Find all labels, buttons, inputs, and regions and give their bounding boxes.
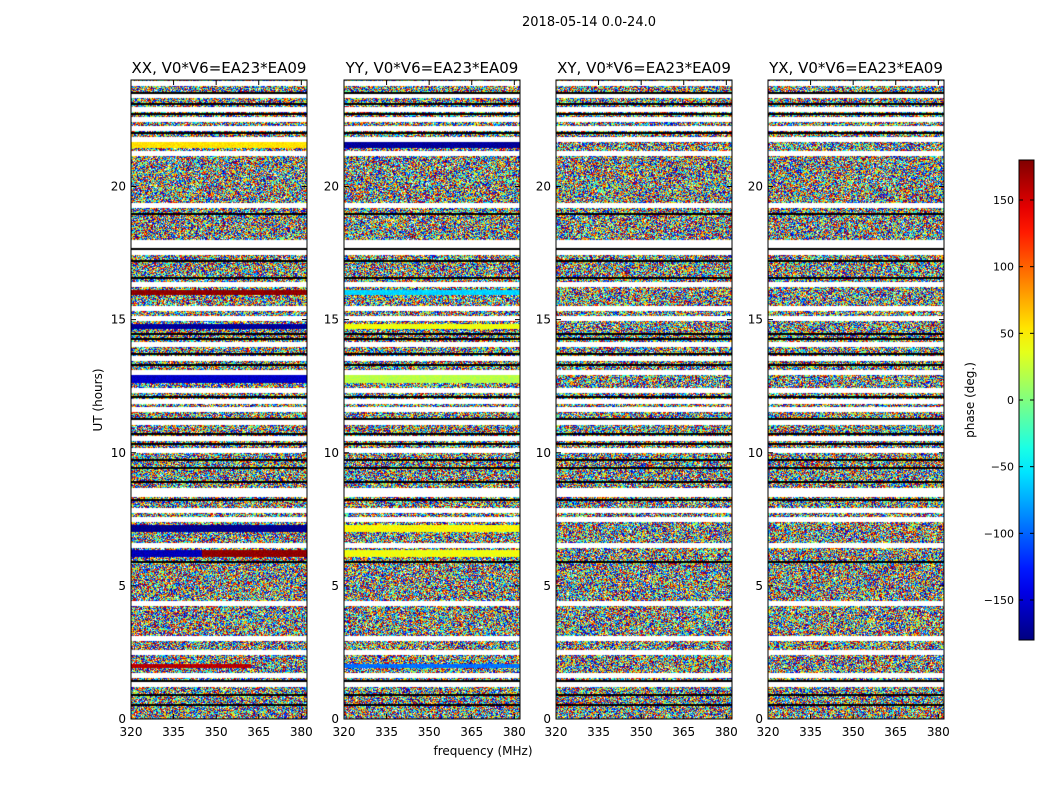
panels-group: XX, V0*V6=EA23*EA09 320 335 350 365 380 0 5 10 15… (111, 59, 950, 739)
y-tick-label: 0 (118, 712, 126, 726)
panel-title: XY, V0*V6=EA23*EA09 (557, 59, 731, 77)
y-tick-label: 10 (324, 446, 339, 460)
panel-frame (343, 79, 521, 720)
x-tick-label: 335 (375, 725, 398, 739)
colorbar-tick-label: 150 (993, 194, 1014, 207)
x-tick-label: 380 (715, 725, 738, 739)
panel-title: XX, V0*V6=EA23*EA09 (132, 59, 307, 77)
y-tick-label: 15 (748, 313, 763, 327)
colorbar: phase (deg.) −150 −100 −50 0 50 100 150 (963, 159, 1035, 641)
y-tick-label: 20 (111, 180, 126, 194)
y-tick-label: 15 (536, 313, 551, 327)
colorbar-tick-label: 100 (993, 261, 1014, 274)
x-tick-label: 335 (587, 725, 610, 739)
colorbar-tick-label: −100 (984, 527, 1014, 540)
y-tick-label: 0 (331, 712, 339, 726)
panel-title: YY, V0*V6=EA23*EA09 (345, 59, 519, 77)
y-tick-label: 20 (748, 180, 763, 194)
y-axis-label: UT (hours) (91, 368, 105, 431)
y-tick-label: 5 (543, 579, 551, 593)
y-tick-label: 5 (755, 579, 763, 593)
x-tick-label: 380 (503, 725, 526, 739)
y-tick-label: 10 (536, 446, 551, 460)
x-tick-label: 380 (290, 725, 313, 739)
y-tick-label: 20 (324, 180, 339, 194)
y-tick-label: 5 (331, 579, 339, 593)
panel-xy: XY, V0*V6=EA23*EA09 320 335 350 365 380 0 5 10 15… (536, 59, 738, 739)
colorbar-tick-label: −50 (991, 461, 1014, 474)
y-tick-label: 10 (111, 446, 126, 460)
y-tick-label: 5 (118, 579, 126, 593)
x-tick-label: 350 (842, 725, 865, 739)
y-tick-label: 0 (755, 712, 763, 726)
y-tick-label: 0 (543, 712, 551, 726)
x-axis-label: frequency (MHz) (433, 744, 532, 758)
x-tick-label: 335 (799, 725, 822, 739)
panel-xx: XX, V0*V6=EA23*EA09 320 335 350 365 380 0 5 10 15… (111, 59, 313, 739)
y-tick-label: 15 (111, 313, 126, 327)
x-tick-label: 320 (545, 725, 568, 739)
x-tick-label: 335 (162, 725, 185, 739)
x-tick-label: 350 (205, 725, 228, 739)
x-tick-label: 365 (460, 725, 483, 739)
x-tick-label: 365 (884, 725, 907, 739)
waterfall-image-xy (556, 80, 732, 719)
waterfall-image-xx (131, 80, 307, 719)
colorbar-tick-label: 0 (1007, 394, 1014, 407)
x-tick-label: 365 (247, 725, 270, 739)
colorbar-tick-label: −150 (984, 594, 1014, 607)
x-tick-label: 350 (630, 725, 653, 739)
panel-yy: YY, V0*V6=EA23*EA09 320 335 350 365 380 0 5 10 15… (324, 59, 526, 739)
x-tick-label: 320 (120, 725, 143, 739)
x-tick-label: 365 (672, 725, 695, 739)
colorbar-label: phase (deg.) (963, 362, 977, 438)
colorbar-tick-label: 50 (1000, 327, 1014, 340)
x-tick-label: 350 (418, 725, 441, 739)
x-tick-label: 320 (757, 725, 780, 739)
x-tick-label: 320 (333, 725, 356, 739)
waterfall-image-yy (344, 80, 520, 719)
x-tick-label: 380 (927, 725, 950, 739)
panel-title: YX, V0*V6=EA23*EA09 (768, 59, 943, 77)
panel-frame (767, 79, 945, 720)
figure-suptitle: 2018-05-14 0.0-24.0 (522, 15, 656, 30)
panel-frame (130, 79, 308, 720)
waterfall-image-yx (768, 80, 944, 719)
y-tick-label: 10 (748, 446, 763, 460)
y-tick-label: 20 (536, 180, 551, 194)
y-tick-label: 15 (324, 313, 339, 327)
axis-labels-group: frequency (MHz) UT (hours) (91, 368, 533, 758)
panel-yx: YX, V0*V6=EA23*EA09 320 335 350 365 380 0 5 10 15… (748, 59, 950, 739)
panel-frame (555, 79, 733, 720)
